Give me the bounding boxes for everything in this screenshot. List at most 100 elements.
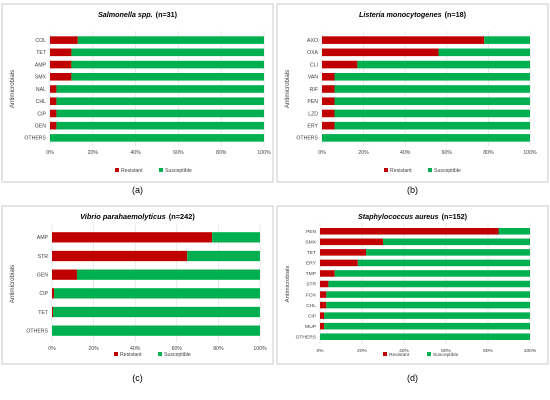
bar-susceptible [484, 36, 530, 44]
x-tick-label: 100% [523, 150, 537, 156]
legend-susceptible-swatch [427, 352, 431, 356]
bar-resistant [322, 85, 335, 93]
x-tick-label: 20% [357, 348, 367, 354]
category-label: LZD [308, 111, 318, 117]
category-label: OTHERS [296, 136, 318, 142]
category-label: SMX [305, 240, 316, 246]
legend-resistant-label: Resistant [389, 352, 410, 358]
legend-resistant-swatch [384, 168, 388, 172]
chart-panel: Staphylococcus aureus (n=152) 0% 20% 40% 60% 8… [276, 205, 549, 383]
category-label: VAN [308, 75, 319, 81]
legend-resistant-swatch [114, 352, 118, 356]
bar-resistant [320, 238, 383, 246]
bar-susceptible [56, 85, 264, 93]
legend-susceptible-label: Susceptible [434, 168, 461, 174]
category-label: GEN [35, 123, 46, 129]
x-tick-label: 20% [358, 150, 369, 156]
bar-susceptible [334, 121, 530, 130]
bar-resistant [320, 301, 327, 309]
bar-susceptible [187, 250, 260, 262]
bar-resistant [50, 97, 57, 106]
bar-resistant [50, 36, 78, 44]
legend-susceptible-label: Susceptible [164, 352, 191, 358]
y-axis-label: Antimicrobials [285, 266, 291, 303]
bar-resistant [50, 72, 72, 81]
category-label: CIP [37, 111, 46, 117]
x-tick-label: 60% [441, 348, 451, 354]
x-tick-label: 80% [216, 150, 227, 156]
category-label: SMX [35, 75, 47, 81]
category-label: GEN [37, 272, 48, 278]
chart-title-organism: Salmonella spp. [98, 10, 153, 19]
bar-susceptible [54, 288, 260, 299]
bar-susceptible [326, 291, 530, 298]
bar-resistant [50, 121, 57, 130]
x-tick-label: 20% [88, 346, 99, 352]
y-axis-label: Antimicrobials [284, 70, 291, 109]
category-label: OTHERS [24, 136, 46, 142]
bar-susceptible [366, 249, 530, 256]
legend-resistant-label: Resistant [390, 168, 412, 174]
legend-susceptible-swatch [428, 168, 432, 172]
bar-resistant [322, 121, 335, 130]
bar-susceptible [56, 97, 264, 106]
bar-resistant [322, 60, 358, 69]
bar-susceptible [334, 270, 530, 277]
bar-susceptible [53, 306, 260, 318]
category-label: PEN [306, 229, 317, 235]
bar-susceptible [438, 48, 530, 57]
x-tick-label: 20% [88, 150, 99, 156]
bar-susceptible [71, 48, 265, 57]
x-tick-label: 40% [400, 150, 411, 156]
category-label: TMP [306, 271, 316, 277]
bar-resistant [50, 85, 57, 93]
bar-susceptible [56, 109, 264, 118]
legend-susceptible-label: Susceptible [165, 168, 192, 174]
bar-susceptible [71, 72, 265, 81]
bar-resistant [322, 109, 335, 118]
category-label: STR [38, 254, 49, 260]
bar-susceptible [322, 134, 530, 142]
chart-title-organism: Listeria monocytogenes [359, 10, 442, 19]
bar-resistant [50, 60, 72, 69]
category-label: RIF [310, 87, 318, 93]
bar-resistant [320, 291, 327, 298]
x-tick-label: 80% [213, 346, 224, 352]
x-tick-label: 80% [483, 150, 494, 156]
bar-resistant [52, 250, 188, 262]
chart-title-organism: Vibrio parahaemolyticus [80, 212, 166, 221]
chart-title: Vibrio parahaemolyticus (n=242) [80, 212, 195, 221]
x-tick-label: 40% [130, 150, 141, 156]
bar-resistant [52, 232, 213, 243]
bar-resistant [322, 72, 335, 81]
chart-title-organism: Staphylococcus aureus [358, 212, 439, 221]
x-tick-label: 0% [48, 346, 56, 352]
category-label: COL [35, 38, 46, 44]
bar-susceptible [77, 36, 264, 44]
legend-susceptible-swatch [158, 352, 162, 356]
bar-susceptible [383, 238, 530, 246]
category-label: FOX [306, 292, 317, 298]
panel-caption: (b) [407, 185, 418, 195]
bar-resistant [52, 288, 55, 299]
legend-resistant-label: Resistant [120, 352, 142, 358]
bar-resistant [322, 48, 439, 57]
bar-susceptible [498, 228, 530, 235]
x-tick-label: 100% [257, 150, 271, 156]
bar-resistant [320, 228, 499, 235]
bar-susceptible [50, 134, 264, 142]
bar-resistant [320, 312, 325, 319]
bar-resistant [320, 280, 329, 288]
bar-resistant [52, 269, 77, 280]
x-tick-label: 100% [524, 348, 537, 354]
panel-frame [1, 205, 274, 365]
legend-resistant-label: Resistant [121, 168, 143, 174]
category-label: AMP [35, 62, 47, 68]
category-label: ERY [306, 261, 317, 267]
chart-panel: Listeria monocytogenes (n=18) 0% 20% 40% 60% 8… [276, 3, 549, 195]
category-label: MUP [305, 324, 316, 330]
category-label: TET [307, 250, 316, 256]
bar-resistant [322, 36, 485, 44]
x-tick-label: 80% [483, 348, 493, 354]
category-label: OXA [307, 50, 318, 56]
